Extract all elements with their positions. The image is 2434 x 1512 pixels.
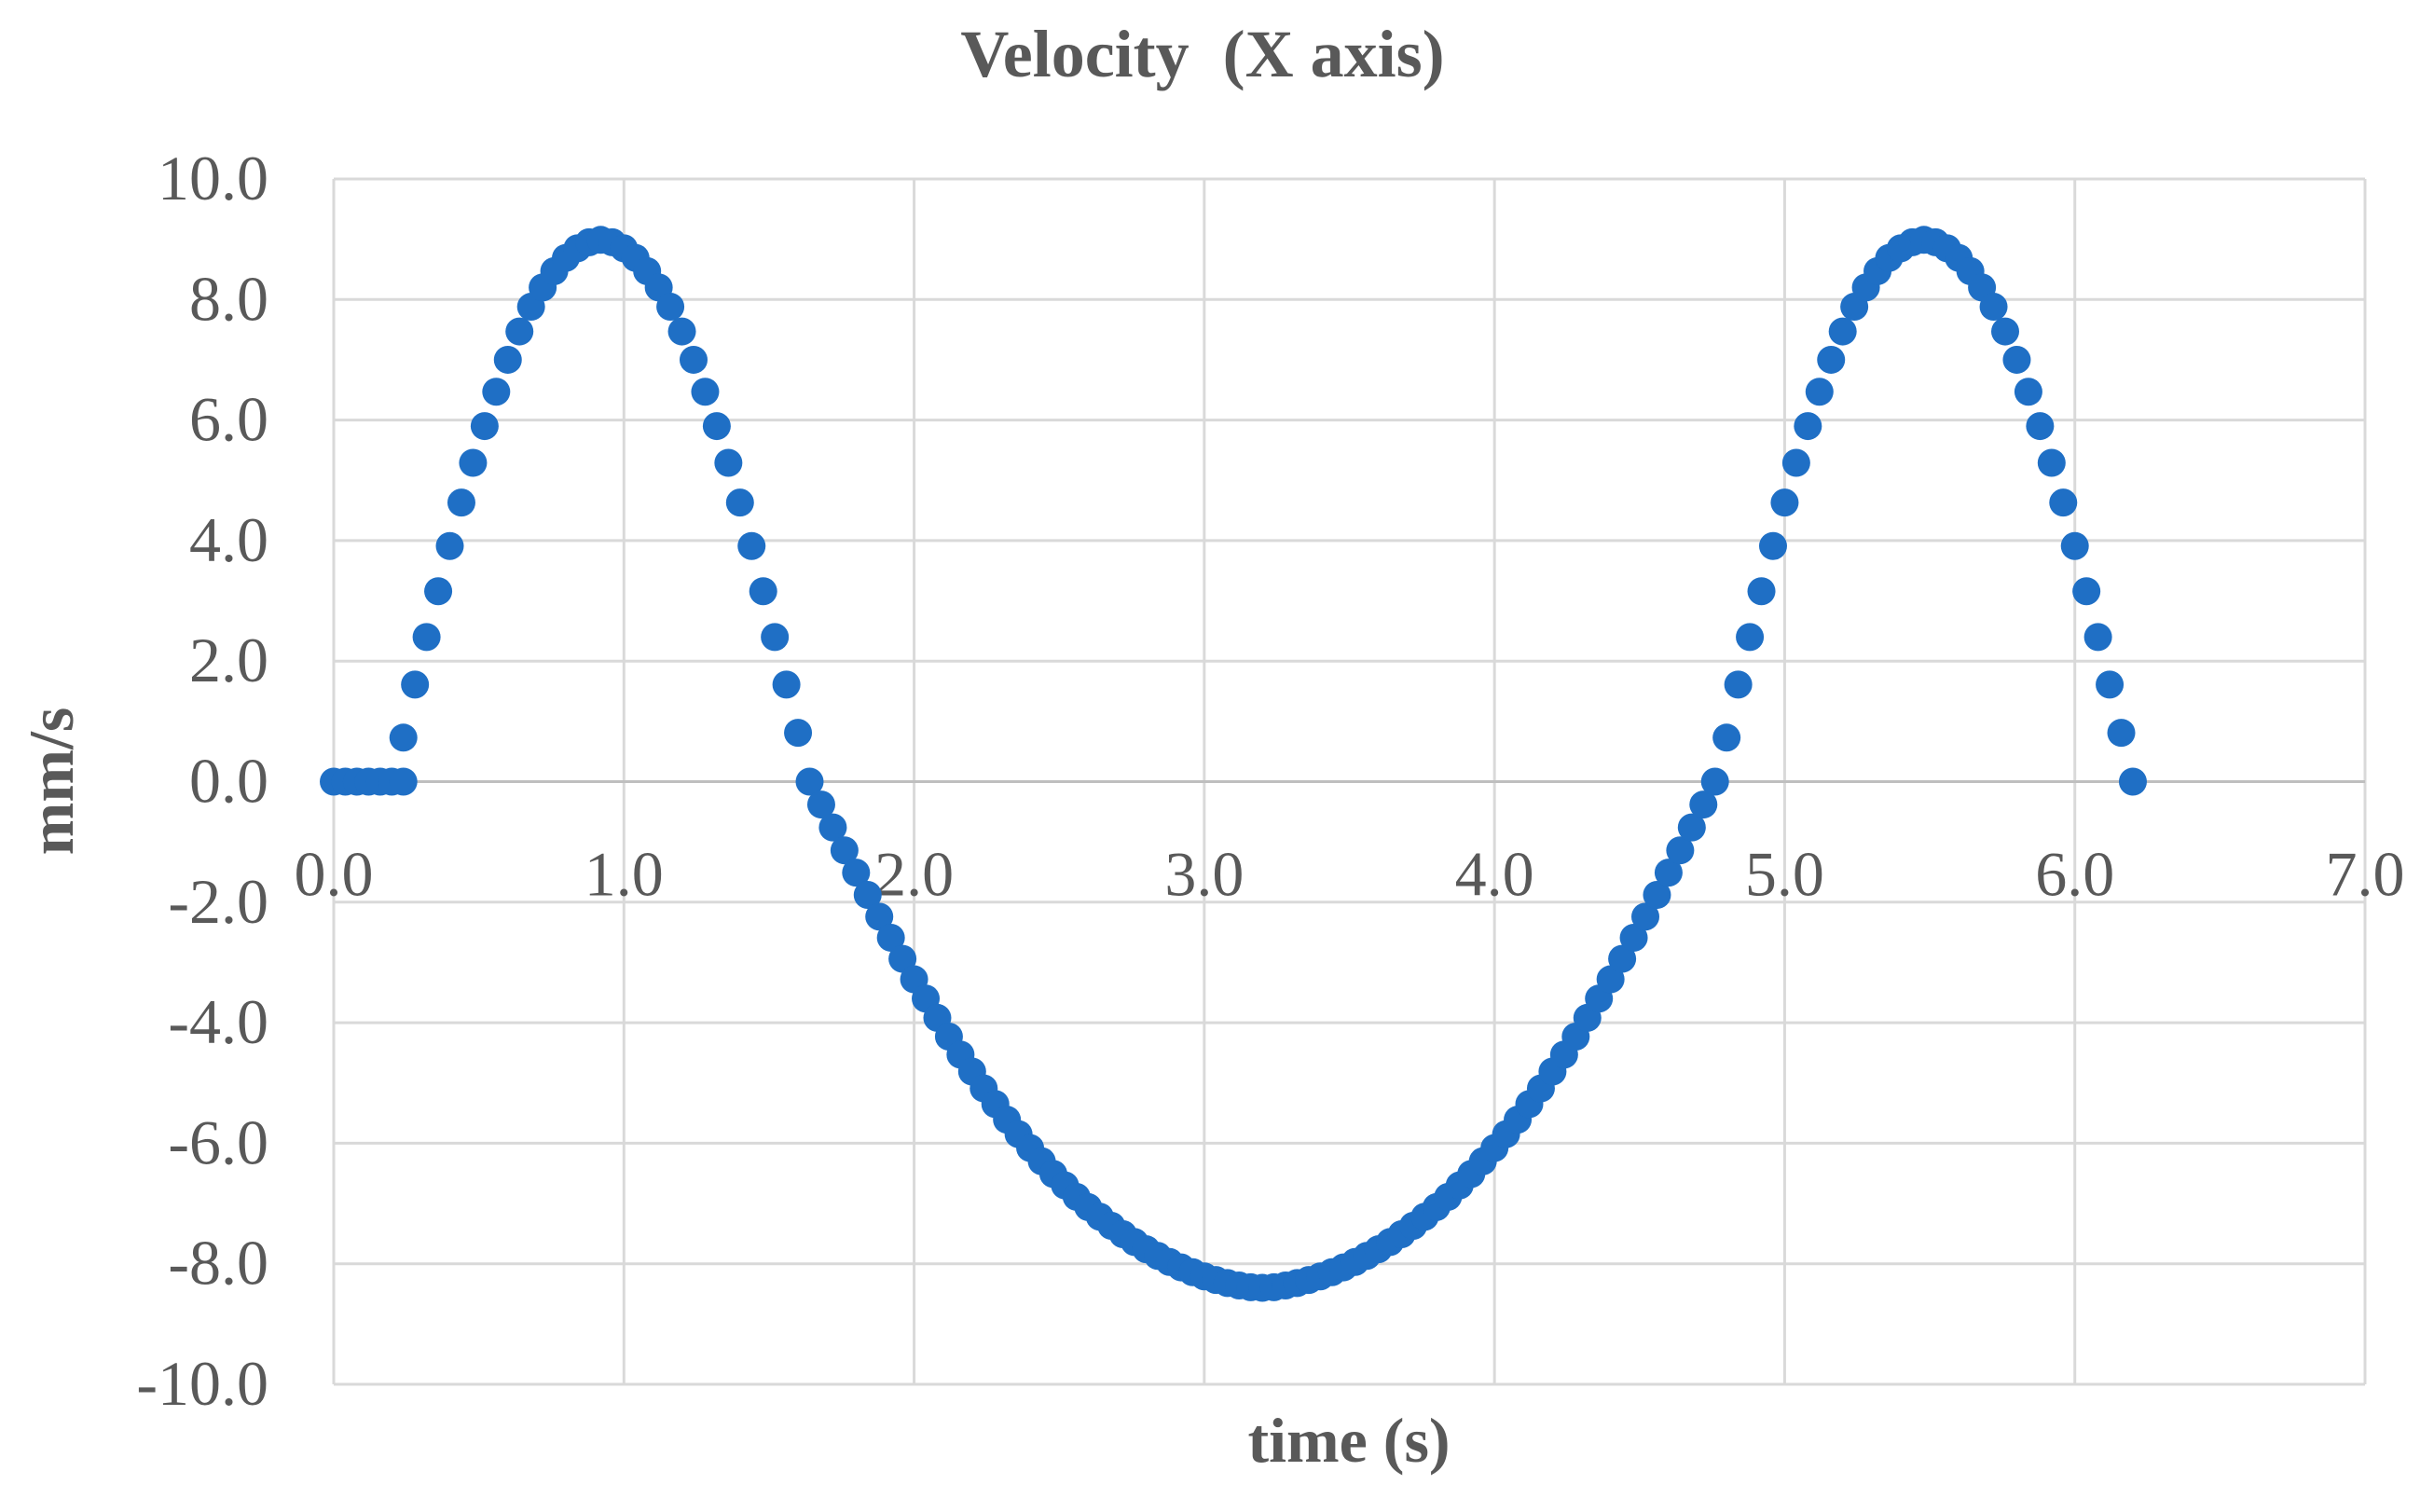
data-point	[401, 670, 430, 699]
data-point	[1781, 448, 1810, 477]
data-point	[1631, 902, 1660, 931]
data-point	[447, 488, 475, 517]
data-point	[1689, 790, 1718, 819]
data-point	[1747, 577, 1776, 606]
gridlines	[332, 177, 2367, 1386]
y-tick-label: -2.0	[168, 866, 268, 937]
y-tick-label: 8.0	[189, 263, 268, 334]
data-point	[1794, 412, 1822, 441]
data-point	[459, 448, 488, 477]
y-tick-label: 6.0	[189, 384, 268, 455]
data-point	[1700, 767, 1729, 796]
y-tick-label: 2.0	[189, 625, 268, 695]
data-point	[1979, 293, 2008, 322]
x-tick-label: 2.0	[874, 839, 954, 910]
data-point	[691, 378, 720, 406]
data-point	[2096, 670, 2125, 699]
data-point	[2014, 378, 2042, 406]
data-point	[2002, 345, 2031, 374]
data-point	[679, 345, 708, 374]
data-point	[1817, 345, 1846, 374]
data-point	[2083, 623, 2112, 652]
y-tick-label: 10.0	[158, 143, 268, 213]
y-axis-title: mm/s	[16, 708, 87, 856]
data-point	[1619, 923, 1648, 952]
data-point	[1712, 723, 1741, 752]
x-tick-label: 1.0	[584, 839, 664, 910]
data-point	[737, 531, 766, 560]
y-tick-label: 0.0	[189, 746, 268, 817]
data-point	[888, 944, 917, 973]
data-point	[714, 448, 743, 477]
data-point	[2049, 488, 2078, 517]
data-point	[795, 767, 824, 796]
data-point	[806, 790, 835, 819]
data-point	[2118, 767, 2147, 796]
data-point	[1770, 488, 1799, 517]
data-point	[865, 902, 894, 931]
x-tick-label: 7.0	[2326, 839, 2405, 910]
data-point	[1643, 881, 1671, 910]
data-point	[2072, 577, 2101, 606]
x-tick-labels: 0.0 1.0 2.0 3.0 4.0 5.0 6.0 7.0	[295, 839, 2405, 910]
data-point	[1805, 378, 1834, 406]
data-point	[1736, 623, 1765, 652]
data-point	[656, 293, 685, 322]
data-point	[725, 488, 754, 517]
data-point	[435, 531, 464, 560]
data-points	[320, 226, 2147, 1302]
data-point	[702, 412, 731, 441]
data-point	[1608, 944, 1637, 973]
data-point	[761, 623, 790, 652]
data-point	[389, 723, 418, 752]
data-point	[1828, 317, 1857, 346]
data-point	[493, 345, 522, 374]
data-point	[1724, 670, 1753, 699]
data-point	[2037, 448, 2066, 477]
data-point	[667, 317, 696, 346]
data-point	[784, 719, 813, 748]
data-point	[505, 317, 534, 346]
y-tick-labels: 10.0 8.0 6.0 4.0 2.0 0.0 -2.0 -4.0 -6.0 -8.0 -10.0	[136, 143, 268, 1419]
data-point	[818, 813, 847, 842]
data-point	[2026, 412, 2055, 441]
data-point	[470, 412, 499, 441]
data-point	[1991, 317, 2020, 346]
data-point	[482, 378, 511, 406]
data-point	[1758, 531, 1787, 560]
data-point	[412, 623, 441, 652]
data-point	[424, 577, 453, 606]
data-point	[2060, 531, 2089, 560]
x-tick-label: 3.0	[1164, 839, 1244, 910]
data-point	[1654, 859, 1683, 887]
data-point	[389, 767, 418, 796]
chart-title: Velocity (X axis)	[960, 17, 1444, 91]
x-tick-label: 0.0	[295, 839, 374, 910]
x-tick-label: 4.0	[1455, 839, 1534, 910]
data-point	[1677, 813, 1706, 842]
data-point	[853, 881, 882, 910]
data-point	[876, 923, 905, 952]
y-tick-label: 4.0	[189, 504, 268, 575]
x-tick-label: 6.0	[2035, 839, 2114, 910]
data-point	[842, 859, 871, 887]
data-point	[2107, 719, 2136, 748]
y-tick-label: -10.0	[136, 1348, 268, 1419]
data-point	[772, 670, 801, 699]
data-point	[1596, 965, 1625, 994]
x-axis-title: time (s)	[1247, 1405, 1450, 1476]
x-tick-label: 5.0	[1745, 839, 1824, 910]
data-point	[749, 577, 777, 606]
y-tick-label: -6.0	[168, 1107, 268, 1177]
data-point	[830, 836, 859, 865]
y-tick-label: -4.0	[168, 986, 268, 1057]
data-point	[1666, 836, 1695, 865]
y-tick-label: -8.0	[168, 1228, 268, 1299]
